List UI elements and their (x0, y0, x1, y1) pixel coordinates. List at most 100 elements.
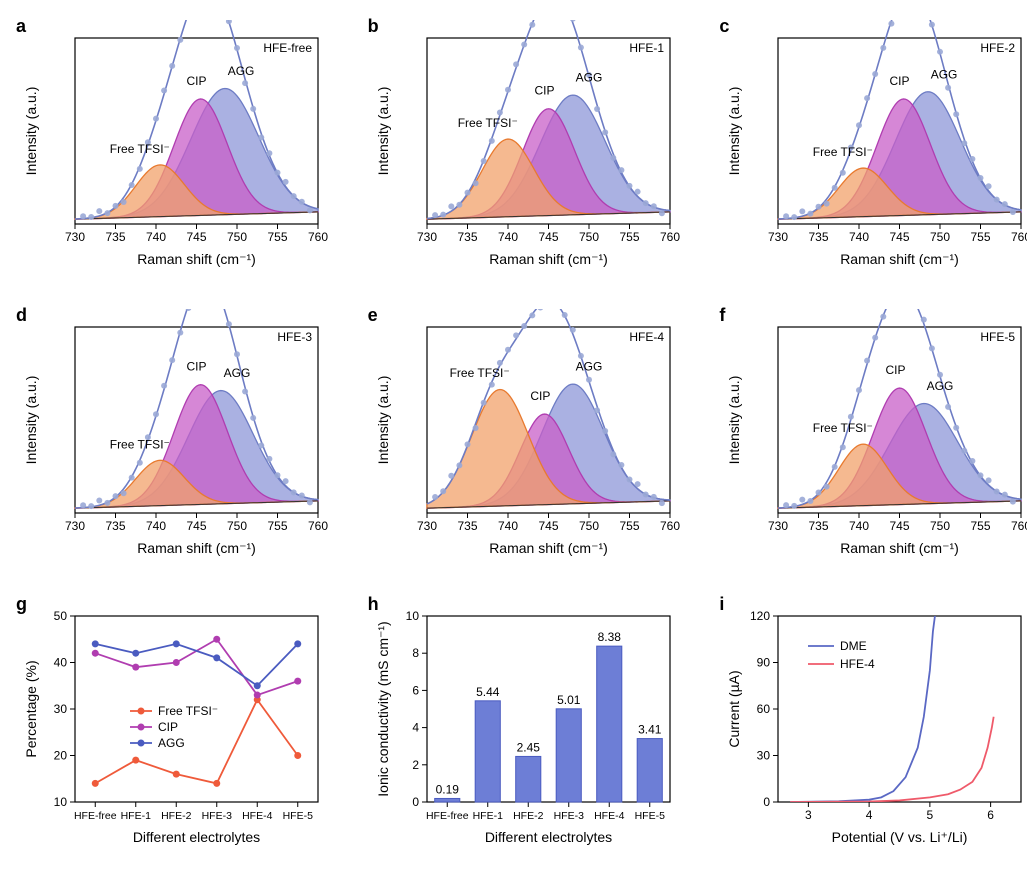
svg-text:Raman shift (cm⁻¹): Raman shift (cm⁻¹) (137, 251, 256, 267)
svg-text:HFE-2: HFE-2 (513, 810, 543, 822)
svg-text:730: 730 (65, 519, 85, 533)
svg-text:3.41: 3.41 (638, 723, 662, 737)
svg-text:0.19: 0.19 (435, 782, 459, 796)
svg-text:AGG: AGG (158, 736, 185, 750)
svg-text:750: 750 (227, 230, 247, 244)
panel-letter: d (16, 305, 27, 326)
svg-text:730: 730 (417, 230, 437, 244)
svg-text:Free TFSI⁻: Free TFSI⁻ (110, 142, 170, 156)
svg-text:750: 750 (930, 230, 950, 244)
svg-text:DME: DME (840, 639, 867, 653)
svg-text:Intensity (a.u.): Intensity (a.u.) (23, 376, 39, 465)
svg-text:745: 745 (890, 519, 910, 533)
svg-text:Free TFSI⁻: Free TFSI⁻ (813, 145, 873, 159)
svg-text:4: 4 (866, 808, 873, 822)
svg-text:AGG: AGG (575, 360, 602, 374)
svg-text:755: 755 (619, 519, 639, 533)
svg-text:CIP: CIP (186, 360, 206, 374)
conductivity-panel: HFE-freeHFE-1HFE-2HFE-3HFE-4HFE-50246810… (372, 598, 696, 863)
svg-text:HFE-3: HFE-3 (277, 330, 312, 344)
panel-letter: e (368, 305, 378, 326)
svg-text:AGG: AGG (575, 71, 602, 85)
svg-text:755: 755 (619, 230, 639, 244)
svg-text:8: 8 (412, 646, 419, 660)
svg-text:735: 735 (809, 230, 829, 244)
svg-text:740: 740 (498, 519, 518, 533)
svg-text:CIP: CIP (890, 74, 910, 88)
svg-text:750: 750 (930, 519, 950, 533)
svg-text:HFE-1: HFE-1 (121, 810, 151, 822)
svg-text:745: 745 (538, 519, 558, 533)
svg-text:30: 30 (757, 749, 771, 763)
svg-text:Raman shift (cm⁻¹): Raman shift (cm⁻¹) (489, 251, 608, 267)
svg-text:8.38: 8.38 (597, 630, 621, 644)
svg-text:750: 750 (227, 519, 247, 533)
svg-text:AGG: AGG (931, 67, 958, 81)
svg-text:735: 735 (105, 519, 125, 533)
svg-text:HFE-4: HFE-4 (840, 657, 875, 671)
raman-panel-a: 730735740745750755760Raman shift (cm⁻¹)I… (20, 20, 344, 285)
svg-text:HFE-4: HFE-4 (242, 810, 272, 822)
svg-text:HFE-free: HFE-free (263, 41, 312, 55)
svg-text:HFE-2: HFE-2 (161, 810, 191, 822)
svg-text:CIP: CIP (886, 363, 906, 377)
svg-text:735: 735 (809, 519, 829, 533)
svg-text:Current (µA): Current (µA) (726, 670, 742, 747)
svg-text:CIP: CIP (534, 84, 554, 98)
svg-text:745: 745 (186, 519, 206, 533)
svg-text:760: 760 (1011, 519, 1027, 533)
svg-text:735: 735 (457, 230, 477, 244)
raman-panel-b: 730735740745750755760Raman shift (cm⁻¹)I… (372, 20, 696, 285)
raman-panel-f: 730735740745750755760Raman shift (cm⁻¹)I… (723, 309, 1027, 574)
svg-text:6: 6 (412, 683, 419, 697)
svg-text:Intensity (a.u.): Intensity (a.u.) (375, 376, 391, 465)
svg-text:730: 730 (417, 519, 437, 533)
svg-text:755: 755 (971, 519, 991, 533)
svg-text:755: 755 (267, 519, 287, 533)
svg-text:HFE-4: HFE-4 (629, 330, 664, 344)
svg-text:745: 745 (538, 230, 558, 244)
svg-text:10: 10 (405, 609, 419, 623)
svg-text:4: 4 (412, 721, 419, 735)
svg-text:6: 6 (988, 808, 995, 822)
svg-text:735: 735 (457, 519, 477, 533)
svg-text:Free TFSI⁻: Free TFSI⁻ (457, 116, 517, 130)
svg-text:2.45: 2.45 (516, 740, 540, 754)
percentage-panel: HFE-freeHFE-1HFE-2HFE-3HFE-4HFE-51020304… (20, 598, 344, 863)
svg-text:5.44: 5.44 (476, 685, 500, 699)
svg-text:Intensity (a.u.): Intensity (a.u.) (375, 87, 391, 176)
svg-text:Intensity (a.u.): Intensity (a.u.) (23, 87, 39, 176)
svg-text:CIP: CIP (186, 74, 206, 88)
svg-text:5.01: 5.01 (557, 693, 581, 707)
svg-text:Raman shift (cm⁻¹): Raman shift (cm⁻¹) (841, 251, 960, 267)
svg-text:AGG: AGG (927, 379, 954, 393)
svg-text:Free TFSI⁻: Free TFSI⁻ (110, 437, 170, 451)
svg-text:740: 740 (498, 230, 518, 244)
svg-text:Raman shift (cm⁻¹): Raman shift (cm⁻¹) (137, 540, 256, 556)
panel-letter: c (719, 16, 729, 37)
svg-text:Ionic conductivity (mS cm⁻¹): Ionic conductivity (mS cm⁻¹) (375, 621, 391, 796)
svg-text:40: 40 (54, 656, 68, 670)
raman-panel-c: 730735740745750755760Raman shift (cm⁻¹)I… (723, 20, 1027, 285)
svg-text:50: 50 (54, 609, 68, 623)
svg-text:Raman shift (cm⁻¹): Raman shift (cm⁻¹) (841, 540, 960, 556)
svg-text:750: 750 (579, 230, 599, 244)
svg-text:740: 740 (146, 519, 166, 533)
svg-text:HFE-1: HFE-1 (629, 41, 664, 55)
svg-text:AGG: AGG (224, 366, 251, 380)
svg-text:730: 730 (768, 519, 788, 533)
svg-text:740: 740 (849, 519, 869, 533)
svg-text:745: 745 (890, 230, 910, 244)
svg-text:HFE-4: HFE-4 (594, 810, 624, 822)
svg-text:CIP: CIP (158, 720, 178, 734)
svg-text:730: 730 (768, 230, 788, 244)
svg-text:0: 0 (412, 795, 419, 809)
svg-text:760: 760 (308, 519, 328, 533)
svg-text:HFE-3: HFE-3 (553, 810, 583, 822)
lsv-panel: 34560306090120Potential (V vs. Li⁺/Li)Cu… (723, 598, 1027, 863)
svg-text:10: 10 (54, 795, 68, 809)
svg-text:HFE-3: HFE-3 (202, 810, 232, 822)
svg-text:755: 755 (971, 230, 991, 244)
svg-text:HFE-free: HFE-free (426, 810, 469, 822)
svg-text:740: 740 (849, 230, 869, 244)
